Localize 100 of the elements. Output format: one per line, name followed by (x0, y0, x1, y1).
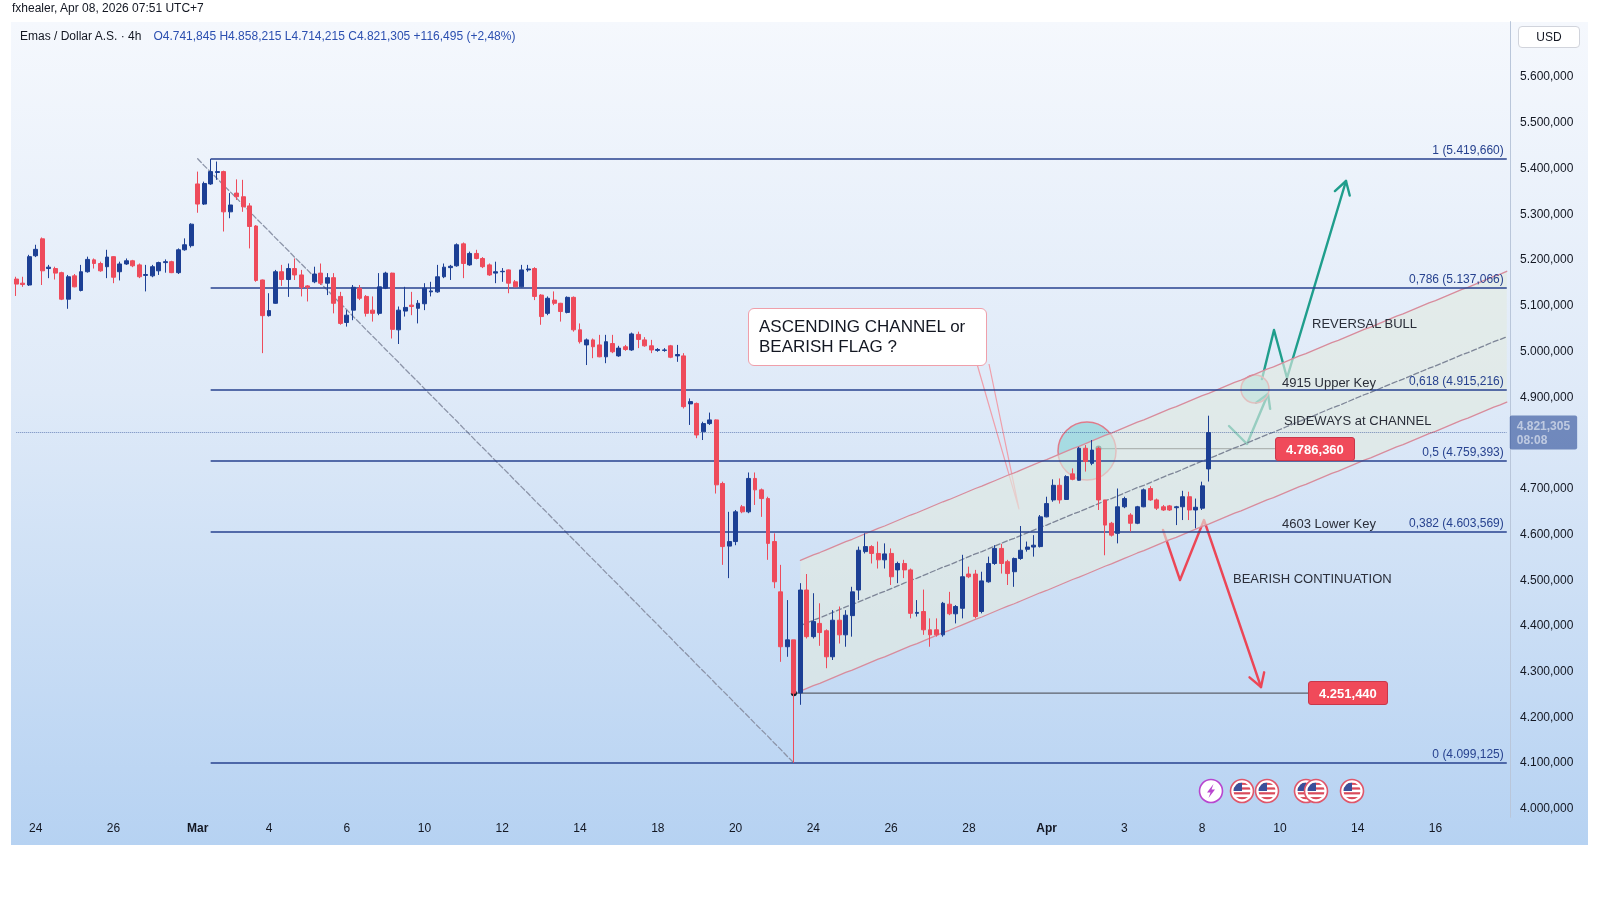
candlestick (532, 266, 537, 301)
candlestick (578, 322, 582, 345)
candlestick (778, 564, 783, 663)
candlestick (513, 279, 518, 288)
y-tick-label: 5.100,000 (1520, 298, 1574, 313)
y-tick-label: 4.500,000 (1520, 572, 1574, 587)
candlestick (506, 268, 511, 294)
candlestick (649, 339, 654, 354)
candlestick (811, 592, 816, 639)
candlestick (830, 609, 835, 661)
candlestick (105, 249, 109, 279)
candlestick (675, 344, 680, 363)
x-tick-label: 16 (1428, 821, 1443, 836)
candlestick (817, 602, 822, 647)
ref-line-label: 4.786,360 (1275, 436, 1355, 461)
candlestick (610, 334, 615, 354)
candlestick (1103, 499, 1107, 556)
x-tick-label: 14 (1351, 821, 1365, 836)
x-tick-label: 4 (265, 821, 273, 836)
x-tick-label: 3 (1121, 821, 1129, 836)
y-tick-label: 5.300,000 (1520, 206, 1574, 221)
candlestick (344, 309, 349, 328)
candlestick (111, 255, 116, 284)
candlestick (163, 258, 168, 274)
candlestick (292, 257, 297, 281)
candlestick (889, 547, 894, 586)
candlestick (766, 496, 770, 561)
candlestick (357, 284, 362, 301)
candlestick (928, 617, 932, 648)
candlestick (1096, 446, 1101, 511)
y-tick-label: 4.600,000 (1520, 526, 1574, 541)
candlestick (92, 257, 96, 270)
candlestick (1083, 444, 1088, 473)
candlestick (312, 266, 317, 284)
y-tick-label: 4.900,000 (1520, 389, 1574, 404)
ref-line-label: 0,786 (5.137,066) (1409, 272, 1504, 287)
candlestick (979, 571, 984, 614)
x-tick-label: 8 (1198, 821, 1206, 836)
candlestick (137, 263, 142, 279)
candlestick (1200, 481, 1205, 511)
candlestick (98, 261, 103, 273)
candlestick (895, 561, 900, 584)
y-tick-label: 5.400,000 (1520, 160, 1574, 175)
y-tick-label: 5.200,000 (1520, 252, 1574, 267)
candlestick (824, 628, 829, 669)
candlestick (267, 292, 271, 318)
candlestick (740, 504, 745, 514)
candlestick (500, 267, 505, 283)
candlestick (688, 397, 693, 426)
candlestick (662, 347, 667, 353)
x-tick-label: 28 (962, 821, 976, 836)
candlestick (526, 264, 531, 273)
text: O4.741,845 H4.858,215 L4.714,215 C4.821,305 +116,495 (+2,48%) (153, 29, 516, 43)
candlestick (934, 617, 939, 638)
candlestick (260, 279, 265, 354)
ref-line-label: 4.821,305 08:08 (1516, 418, 1571, 447)
y-tick-label: 4.200,000 (1520, 709, 1574, 724)
candlestick (318, 263, 323, 286)
candlestick (960, 554, 965, 619)
candlestick (85, 256, 90, 274)
x-tick-label: 12 (495, 821, 510, 836)
annotation: 4603 Lower Key (1282, 516, 1376, 532)
candlestick (616, 345, 621, 358)
candlestick (409, 291, 414, 316)
candlestick (143, 264, 148, 292)
y-tick-label: 5.000,000 (1520, 343, 1574, 358)
candlestick (545, 295, 550, 316)
candlestick (1109, 521, 1114, 538)
x-tick-label: 14 (573, 821, 588, 836)
candlestick (1070, 467, 1075, 481)
candlestick (856, 546, 861, 601)
candlestick (1193, 498, 1198, 529)
candlestick (124, 257, 129, 266)
ref-line-label: 4.251,440 (1308, 681, 1388, 706)
candlestick (130, 259, 135, 268)
y-tick-label: 4.000,000 (1520, 801, 1574, 816)
candlestick (629, 332, 634, 352)
candlestick (668, 344, 673, 359)
candlestick (597, 334, 602, 358)
candlestick (571, 295, 576, 333)
candlestick (921, 589, 926, 636)
y-tick-label: 4.100,000 (1520, 755, 1574, 770)
candlestick (461, 241, 466, 279)
candlestick (655, 347, 660, 353)
candlestick (591, 338, 595, 359)
candlestick (66, 274, 71, 310)
candlestick (169, 260, 174, 274)
candlestick (753, 472, 757, 506)
candlestick (1187, 491, 1192, 521)
candlestick (493, 261, 498, 284)
candlestick (27, 254, 32, 287)
candlestick (746, 472, 751, 514)
candlestick (539, 293, 544, 326)
candlestick (791, 639, 796, 764)
candlestick (785, 599, 790, 658)
candlestick (565, 295, 570, 314)
candlestick (947, 591, 952, 616)
candlestick (215, 161, 220, 181)
candlestick (759, 488, 764, 518)
y-tick-label: 5.500,000 (1520, 115, 1574, 130)
